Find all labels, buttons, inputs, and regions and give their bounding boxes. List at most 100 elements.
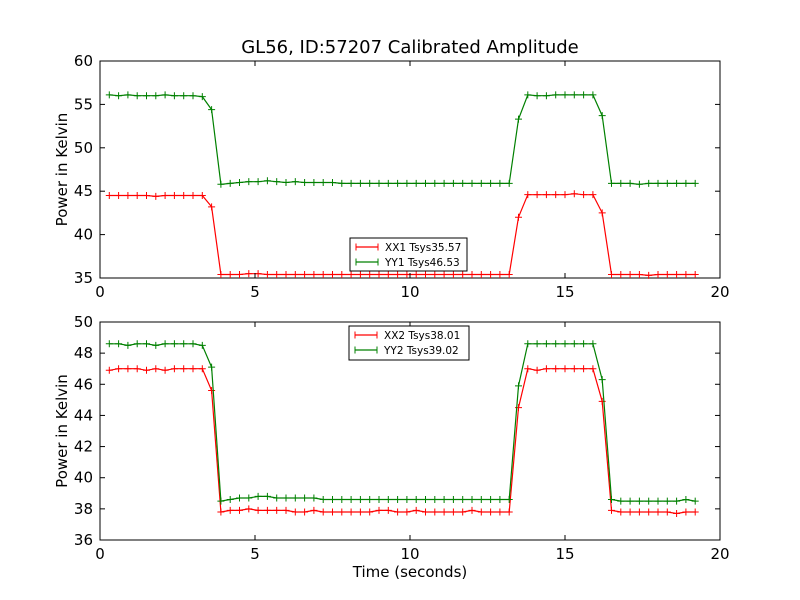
data-point-marker (217, 271, 225, 279)
legend-entry-label: YY1 Tsys46.53 (384, 257, 460, 269)
data-point-marker (170, 340, 178, 348)
x-tick-label: 5 (250, 283, 260, 301)
data-point-marker (542, 92, 550, 100)
data-point-marker (329, 496, 336, 504)
data-point-marker (589, 340, 597, 348)
data-point-marker (403, 179, 411, 187)
data-point-marker (208, 203, 216, 211)
x-tick-label: 15 (555, 545, 574, 563)
data-point-marker (105, 340, 113, 348)
data-point-marker (273, 178, 281, 186)
data-point-marker (440, 508, 448, 516)
data-point-marker (143, 92, 150, 100)
data-point-marker (282, 494, 290, 502)
data-point-marker (580, 365, 588, 373)
data-point-marker (552, 91, 560, 99)
data-point-marker (347, 496, 355, 504)
data-point-marker (533, 92, 541, 100)
data-point-marker (412, 506, 420, 514)
data-point-marker (217, 508, 225, 516)
data-point-marker (598, 112, 606, 120)
x-tick-label: 10 (400, 283, 419, 301)
y-tick-label: 36 (74, 531, 93, 549)
data-point-marker (440, 179, 448, 187)
data-point-marker (226, 496, 234, 504)
legend-entry-label: YY2 Tsys39.02 (383, 345, 459, 357)
data-point-marker (152, 192, 160, 200)
data-point-marker (366, 496, 374, 504)
data-point-marker (152, 341, 160, 349)
data-point-marker (477, 179, 485, 187)
series-line-2 (109, 343, 696, 502)
data-point-marker (654, 179, 662, 187)
data-point-marker (291, 178, 299, 186)
legend-marker (355, 258, 379, 266)
data-point-marker (170, 92, 178, 100)
data-point-marker (403, 508, 411, 516)
data-point-marker (115, 365, 123, 373)
data-point-marker (356, 179, 364, 187)
data-point-marker (366, 271, 374, 279)
legend-entry-label: XX1 Tsys35.57 (385, 242, 461, 254)
data-point-marker (245, 178, 253, 186)
legend-box (348, 325, 470, 361)
data-point-marker (487, 271, 495, 279)
data-point-marker (635, 271, 643, 279)
data-point-marker (356, 508, 364, 516)
data-point-marker (366, 508, 374, 516)
data-point-marker (282, 506, 290, 514)
data-point-marker (180, 92, 188, 100)
data-point-marker (366, 179, 374, 187)
data-point-marker (375, 496, 383, 504)
data-point-marker (263, 506, 271, 514)
data-point-marker (691, 179, 699, 187)
data-point-marker (626, 179, 634, 187)
data-point-marker (143, 192, 150, 200)
data-point-marker (459, 179, 467, 187)
data-point-marker (291, 271, 299, 279)
data-point-marker (617, 497, 625, 505)
data-point-marker (542, 365, 550, 373)
data-point-marker (449, 508, 457, 516)
data-point-marker (217, 497, 225, 505)
legend-entry-label: XX2 Tsys38.01 (384, 330, 460, 342)
y-tick-label: 40 (74, 226, 93, 244)
data-point-marker (161, 192, 169, 200)
data-point-marker (645, 271, 653, 279)
y-tick-label: 44 (74, 406, 93, 424)
data-point-marker (654, 497, 662, 505)
data-point-marker (673, 510, 681, 518)
data-point-marker (449, 179, 457, 187)
data-point-marker (403, 271, 411, 279)
data-point-marker (133, 340, 141, 348)
data-point-marker (617, 179, 625, 187)
data-point-marker (161, 340, 169, 348)
x-axis-label: Time (seconds) (352, 563, 468, 581)
data-point-marker (226, 506, 234, 514)
data-point-marker (570, 91, 578, 99)
data-point-marker (133, 365, 141, 373)
data-point-marker (245, 505, 253, 513)
data-point-marker (375, 179, 383, 187)
data-point-marker (208, 387, 216, 395)
data-point-marker (682, 271, 690, 279)
data-point-marker (645, 179, 653, 187)
data-point-marker (645, 508, 653, 516)
data-point-marker (635, 508, 643, 516)
x-tick-label: 15 (555, 283, 574, 301)
data-point-marker (589, 365, 597, 373)
data-point-marker (552, 340, 560, 348)
data-point-marker (189, 192, 197, 200)
data-point-marker (449, 271, 457, 279)
data-point-marker (105, 192, 113, 200)
y-axis-label: Power in Kelvin (53, 374, 71, 488)
series-line-1 (109, 193, 696, 277)
y-tick-label: 55 (74, 95, 93, 113)
data-point-marker (310, 506, 318, 514)
data-point-marker (608, 179, 615, 187)
data-point-marker (468, 271, 476, 279)
data-point-marker (263, 177, 271, 185)
data-point-marker (570, 340, 578, 348)
data-point-marker (124, 91, 132, 99)
